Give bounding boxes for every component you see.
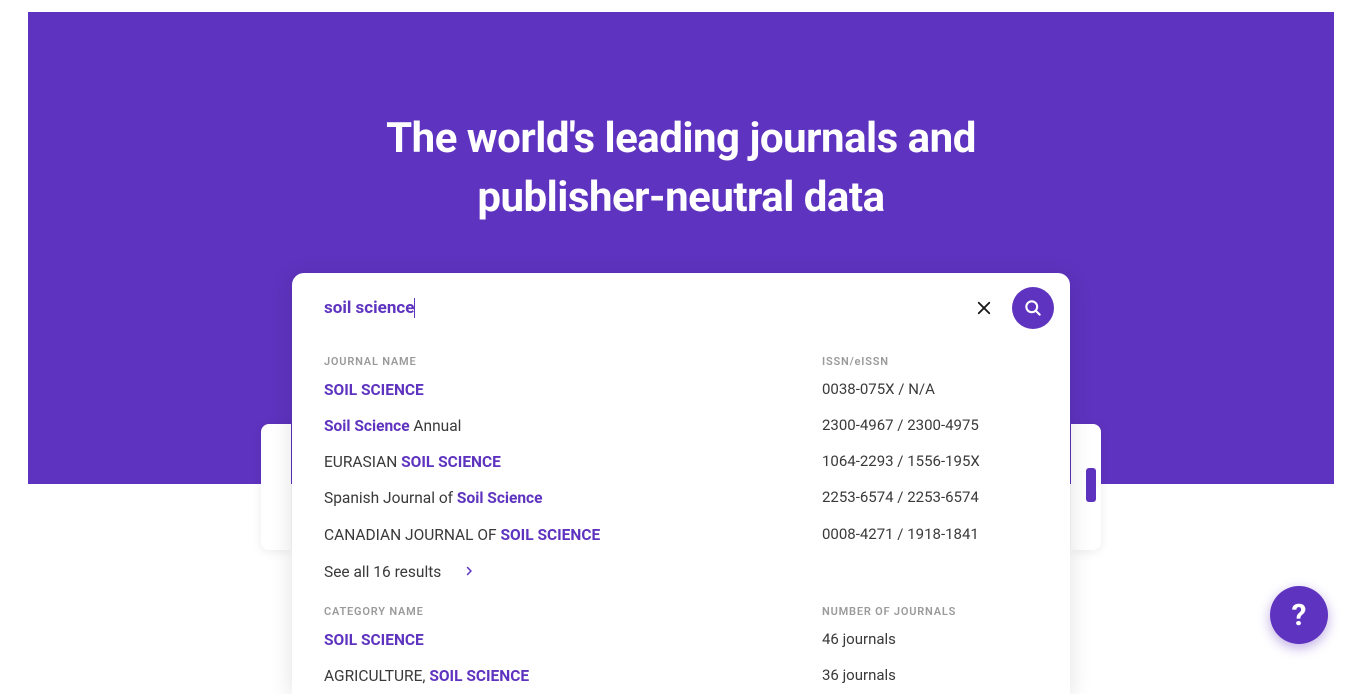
journal-name: Spanish Journal of Soil Science	[324, 488, 822, 508]
help-icon: ?	[1292, 598, 1307, 633]
journal-result-row[interactable]: SOIL SCIENCE 0038-075X / N/A	[292, 372, 1070, 408]
journal-name: CANADIAN JOURNAL OF SOIL SCIENCE	[324, 525, 822, 545]
journal-result-row[interactable]: CANADIAN JOURNAL OF SOIL SCIENCE 0008-42…	[292, 517, 1070, 553]
search-value: soil science	[324, 298, 414, 318]
see-all-journals-link[interactable]: See all 16 results	[292, 553, 1070, 595]
journal-issn: 2300-4967 / 2300-4975	[822, 416, 1038, 436]
category-journal-count: 46 journals	[822, 630, 1038, 650]
close-icon	[975, 299, 993, 317]
hero-title-line2: publisher-neutral data	[477, 173, 884, 222]
category-name: SOIL SCIENCE	[324, 630, 822, 650]
journal-issn: 1064-2293 / 1556-195X	[822, 452, 1038, 472]
journal-count-header: NUMBER OF JOURNALS	[822, 605, 1038, 618]
search-button[interactable]	[1012, 287, 1054, 329]
category-section-headers: CATEGORY NAME NUMBER OF JOURNALS	[292, 595, 1070, 622]
journal-issn: 0008-4271 / 1918-1841	[822, 525, 1038, 545]
issn-header: ISSN/eISSN	[822, 355, 1038, 368]
journal-section-headers: JOURNAL NAME ISSN/eISSN	[292, 337, 1070, 372]
clear-search-button[interactable]	[968, 292, 1000, 324]
search-icon	[1023, 298, 1043, 318]
category-result-row[interactable]: AGRICULTURE, SOIL SCIENCE 36 journals	[292, 658, 1070, 694]
category-name-header: CATEGORY NAME	[324, 605, 822, 618]
search-input[interactable]: soil science	[324, 298, 968, 318]
hero-title: The world's leading journals and publish…	[28, 12, 1334, 228]
help-button[interactable]: ?	[1270, 586, 1328, 644]
side-accent	[1086, 468, 1096, 502]
journal-name: SOIL SCIENCE	[324, 380, 822, 400]
category-name: AGRICULTURE, SOIL SCIENCE	[324, 666, 822, 686]
category-result-row[interactable]: SOIL SCIENCE 46 journals	[292, 622, 1070, 658]
search-row: soil science	[292, 273, 1070, 337]
chevron-right-icon	[463, 563, 475, 581]
category-journal-count: 36 journals	[822, 666, 1038, 686]
side-panel-left	[261, 424, 291, 550]
hero-title-line1: The world's leading journals and	[386, 114, 976, 163]
journal-issn: 2253-6574 / 2253-6574	[822, 488, 1038, 508]
journal-result-row[interactable]: Spanish Journal of Soil Science 2253-657…	[292, 480, 1070, 516]
see-all-label: See all 16 results	[324, 563, 441, 581]
journal-result-row[interactable]: EURASIAN SOIL SCIENCE 1064-2293 / 1556-1…	[292, 444, 1070, 480]
journal-name: EURASIAN SOIL SCIENCE	[324, 452, 822, 472]
search-dropdown-card: soil science JOURNAL NAME ISSN/eISSN SOI…	[292, 273, 1070, 694]
journal-result-row[interactable]: Soil Science Annual 2300-4967 / 2300-497…	[292, 408, 1070, 444]
journal-name: Soil Science Annual	[324, 416, 822, 436]
journal-name-header: JOURNAL NAME	[324, 355, 822, 368]
journal-issn: 0038-075X / N/A	[822, 380, 1038, 400]
text-cursor	[414, 298, 415, 318]
